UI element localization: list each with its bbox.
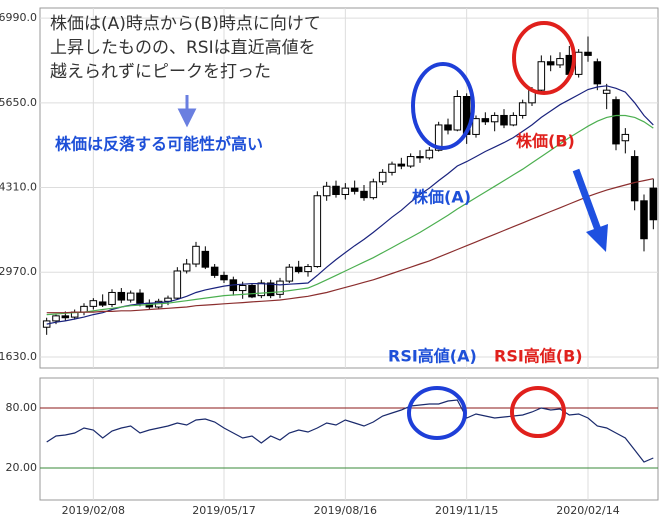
annotation: 越えられずにピークを打った (50, 62, 271, 82)
candle-body (61, 315, 70, 319)
annotation: 株価は(A)時点から(B)時点に向けて (50, 14, 321, 34)
candle-body (360, 190, 368, 199)
candle-body (126, 292, 135, 301)
candle-body (602, 89, 611, 94)
candle-body (612, 99, 620, 145)
annotation: 株価は反落する可能性が高い (55, 135, 263, 154)
candle-body (481, 118, 490, 123)
candle-body (42, 320, 51, 328)
candle-body (266, 282, 275, 297)
candle-body (574, 51, 583, 75)
candle-body (313, 195, 322, 268)
y-tick-label: 1630.0 (0, 350, 37, 363)
candle-body (397, 163, 406, 167)
x-tick-label: 2019/02/08 (62, 504, 125, 517)
annotation: 株価(A) (412, 188, 471, 207)
circle-b (512, 21, 576, 95)
annotation: RSI高値(A) (388, 347, 477, 366)
candle-body (388, 163, 396, 173)
y-tick-label: 6990.0 (0, 11, 37, 24)
circle-b (510, 386, 566, 438)
candle-body (89, 300, 98, 307)
x-tick-label: 2020/02/14 (556, 504, 619, 517)
x-tick-label: 2019/11/15 (435, 504, 498, 517)
candle-body (248, 285, 256, 298)
arrow (177, 95, 197, 128)
candle-body (406, 156, 415, 167)
candle-body (472, 118, 480, 135)
candle-body (304, 266, 312, 273)
y-tick-label: 5650.0 (0, 96, 37, 109)
candle-body (294, 266, 303, 273)
candle-body (593, 61, 602, 85)
candle-body (584, 51, 592, 56)
x-tick-label: 2019/05/17 (192, 504, 255, 517)
candle-body (210, 266, 219, 276)
candle-body (416, 156, 424, 159)
candle-body (621, 133, 630, 142)
candle-body (369, 181, 378, 199)
candle-body (556, 58, 564, 66)
candle-body (136, 292, 144, 304)
y-tick-label: 80.00 (6, 401, 38, 414)
candle-body (453, 95, 462, 131)
arrow (586, 224, 608, 252)
candle-body (108, 291, 116, 305)
candle-body (332, 185, 340, 195)
candle-body (500, 114, 508, 126)
candle-body (444, 124, 452, 131)
candle-body (285, 266, 294, 282)
candle-body (425, 149, 434, 159)
candle-body (341, 187, 350, 195)
candle-body (350, 187, 359, 192)
candle-body (640, 200, 648, 240)
candle-body (173, 270, 182, 299)
annotation: 株価(B) (516, 132, 575, 151)
circle-a (407, 386, 467, 440)
arrow (572, 168, 602, 232)
candle-body (322, 185, 331, 197)
y-tick-label: 2970.0 (0, 265, 37, 278)
candle-body (490, 114, 499, 123)
x-tick-label: 2019/08/16 (314, 504, 377, 517)
series-line (46, 399, 654, 463)
candle-body (192, 245, 200, 265)
candle-body (630, 156, 639, 202)
candle-body (276, 280, 284, 295)
y-tick-label: 20.00 (6, 461, 38, 474)
candle-body (182, 263, 191, 272)
candle-body (257, 282, 266, 297)
candle-body (220, 274, 228, 281)
candle-body (537, 61, 546, 91)
rsi-panel (39, 377, 659, 501)
candle-body (649, 187, 658, 221)
series-line (46, 85, 654, 325)
candle-body (52, 315, 60, 322)
candle-body (117, 291, 126, 301)
circle-a (411, 62, 475, 150)
candle-body (201, 250, 210, 268)
annotation: RSI高値(B) (494, 347, 583, 366)
series-line (46, 178, 654, 314)
candle-body (518, 102, 527, 116)
candle-body (546, 61, 555, 66)
candle-body (98, 301, 107, 306)
candle-body (434, 124, 443, 151)
series-line (46, 114, 654, 316)
annotation: 上昇したものの、RSIは直近高値を (50, 38, 316, 58)
y-tick-label: 4310.0 (0, 181, 37, 194)
candle-body (509, 114, 518, 126)
candle-body (238, 285, 247, 292)
candle-body (378, 171, 387, 183)
